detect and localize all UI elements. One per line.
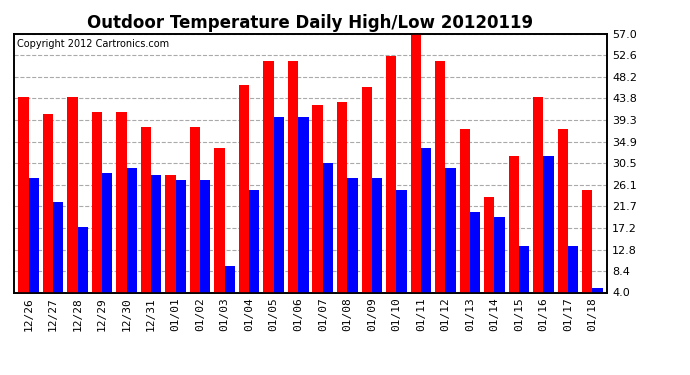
Bar [337, 102, 347, 312]
Bar [28, 178, 39, 312]
Bar [484, 197, 495, 312]
Bar [495, 217, 504, 312]
Bar [509, 156, 519, 312]
Bar [53, 202, 63, 312]
Bar [470, 212, 480, 312]
Bar [190, 126, 200, 312]
Bar [544, 156, 554, 312]
Bar [43, 114, 53, 312]
Bar [519, 246, 529, 312]
Bar [215, 148, 225, 312]
Bar [313, 105, 323, 312]
Bar [239, 85, 249, 312]
Bar [166, 176, 176, 312]
Bar [298, 117, 308, 312]
Bar [200, 180, 210, 312]
Bar [323, 163, 333, 312]
Bar [435, 61, 445, 312]
Bar [421, 148, 431, 312]
Bar [77, 226, 88, 312]
Bar [18, 97, 28, 312]
Bar [445, 168, 455, 312]
Bar [533, 97, 544, 312]
Bar [411, 34, 421, 312]
Bar [92, 112, 102, 312]
Bar [372, 178, 382, 312]
Bar [141, 126, 151, 312]
Bar [347, 178, 357, 312]
Bar [386, 56, 396, 312]
Bar [117, 112, 126, 312]
Bar [362, 87, 372, 312]
Bar [126, 168, 137, 312]
Bar [558, 129, 568, 312]
Bar [225, 266, 235, 312]
Bar [102, 173, 112, 312]
Bar [176, 180, 186, 312]
Bar [151, 176, 161, 312]
Bar [249, 190, 259, 312]
Bar [568, 246, 578, 312]
Bar [67, 97, 77, 312]
Bar [582, 190, 593, 312]
Bar [264, 61, 274, 312]
Bar [460, 129, 470, 312]
Title: Outdoor Temperature Daily High/Low 20120119: Outdoor Temperature Daily High/Low 20120… [88, 14, 533, 32]
Bar [593, 288, 603, 312]
Bar [274, 117, 284, 312]
Text: Copyright 2012 Cartronics.com: Copyright 2012 Cartronics.com [17, 39, 169, 49]
Bar [396, 190, 406, 312]
Bar [288, 61, 298, 312]
